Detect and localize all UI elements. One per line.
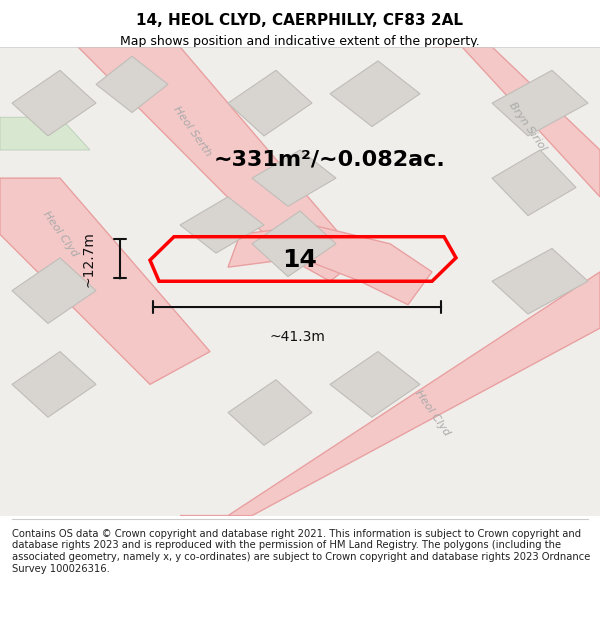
Polygon shape [0, 118, 90, 150]
Polygon shape [12, 258, 96, 324]
Text: ~12.7m: ~12.7m [82, 231, 96, 287]
Polygon shape [330, 351, 420, 418]
Polygon shape [492, 248, 588, 314]
Polygon shape [12, 351, 96, 418]
Polygon shape [492, 70, 588, 136]
Polygon shape [432, 47, 600, 197]
Polygon shape [228, 225, 432, 304]
Text: 14, HEOL CLYD, CAERPHILLY, CF83 2AL: 14, HEOL CLYD, CAERPHILLY, CF83 2AL [137, 13, 464, 28]
Polygon shape [492, 150, 576, 216]
Polygon shape [12, 70, 96, 136]
Text: ~331m²/~0.082ac.: ~331m²/~0.082ac. [214, 149, 446, 169]
Polygon shape [96, 56, 168, 112]
Text: Heol Clyd: Heol Clyd [413, 388, 451, 437]
Polygon shape [252, 150, 336, 206]
Polygon shape [330, 61, 420, 126]
Text: Heol Clyd: Heol Clyd [41, 210, 79, 259]
Polygon shape [78, 47, 360, 281]
Polygon shape [228, 379, 312, 445]
Text: Map shows position and indicative extent of the property.: Map shows position and indicative extent… [120, 35, 480, 48]
Polygon shape [0, 178, 210, 384]
Text: Heol Serth: Heol Serth [171, 104, 213, 158]
Text: Contains OS data © Crown copyright and database right 2021. This information is : Contains OS data © Crown copyright and d… [12, 529, 590, 574]
Polygon shape [252, 211, 336, 276]
Polygon shape [180, 272, 600, 516]
Polygon shape [228, 70, 312, 136]
Text: Bryn Siriol: Bryn Siriol [508, 100, 548, 153]
Polygon shape [180, 197, 264, 253]
Text: 14: 14 [283, 248, 317, 272]
Text: ~41.3m: ~41.3m [269, 329, 325, 344]
